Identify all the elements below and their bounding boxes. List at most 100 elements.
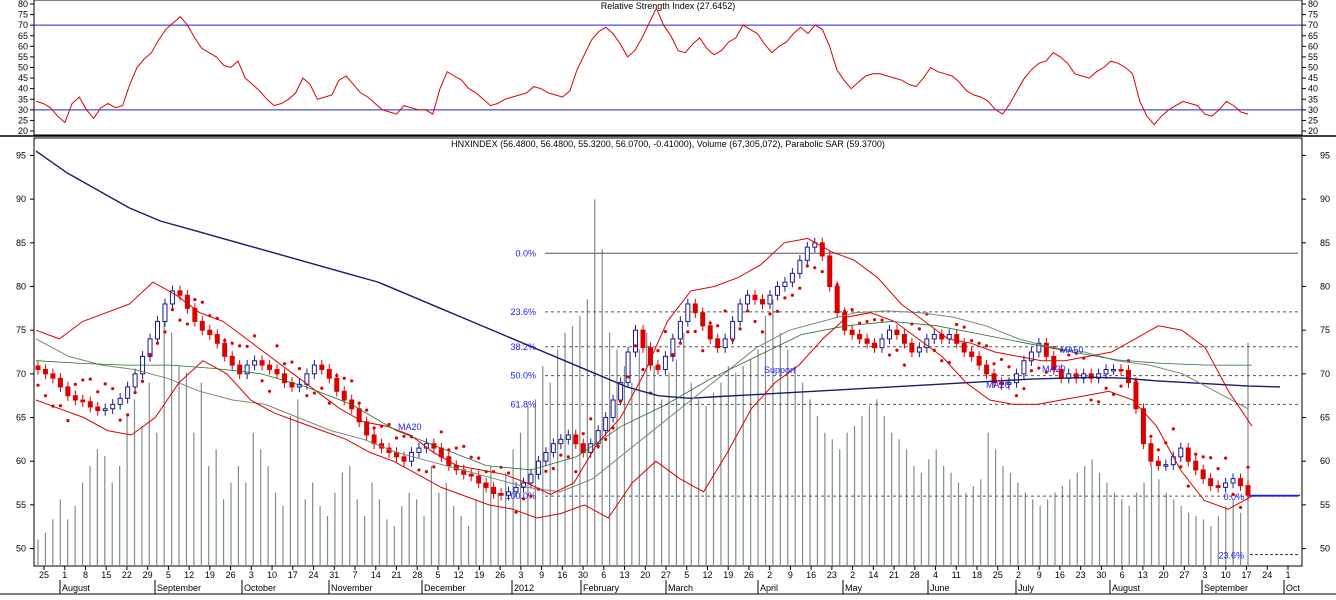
candle-body xyxy=(199,320,205,331)
parabolic-sar-dot xyxy=(193,297,197,302)
parabolic-sar-dot xyxy=(1209,456,1213,460)
chart-annotation: MA50 xyxy=(1060,345,1084,355)
rsi-right-tick-label: 65 xyxy=(1308,31,1318,41)
candle-body xyxy=(498,493,504,496)
price-right-tick-label: 75 xyxy=(1320,325,1330,335)
rsi-right-tick-label: 40 xyxy=(1308,84,1318,94)
month-label: February xyxy=(583,583,620,593)
parabolic-sar-dot xyxy=(671,353,675,357)
x-tick-label: 10 xyxy=(267,570,277,580)
parabolic-sar-dot xyxy=(357,401,361,405)
candle-body xyxy=(1170,456,1176,466)
x-tick-label: 9 xyxy=(788,570,793,580)
parabolic-sar-dot xyxy=(103,382,107,386)
candle-body xyxy=(1223,482,1229,488)
parabolic-sar-dot xyxy=(477,456,481,460)
candle-body xyxy=(35,365,41,370)
candle-body xyxy=(573,434,579,445)
parabolic-sar-dot xyxy=(760,330,765,334)
parabolic-sar-dot xyxy=(253,334,257,338)
parabolic-sar-dot xyxy=(73,382,77,386)
rsi-left-tick-label: 30 xyxy=(18,105,28,115)
x-tick-label: 21 xyxy=(889,570,899,580)
month-label: March xyxy=(668,583,693,593)
parabolic-sar-dot xyxy=(200,300,204,304)
parabolic-sar-dot xyxy=(716,324,720,328)
month-label: July xyxy=(1018,583,1035,593)
parabolic-sar-dot xyxy=(297,366,302,371)
parabolic-sar-dot xyxy=(633,344,638,348)
candle-body xyxy=(237,364,243,375)
fib-label: 100.0% xyxy=(505,491,536,501)
parabolic-sar-dot xyxy=(432,465,436,469)
chart-annotation: MA20 xyxy=(986,380,1010,390)
parabolic-sar-dot xyxy=(290,360,294,364)
price-right-tick-label: 50 xyxy=(1320,544,1330,554)
parabolic-sar-dot xyxy=(1029,369,1033,373)
parabolic-sar-dot xyxy=(514,510,518,514)
parabolic-sar-dot xyxy=(327,401,331,405)
parabolic-sar-dot xyxy=(439,430,443,434)
x-tick-label: 29 xyxy=(143,570,153,580)
fib-label: 23.6% xyxy=(510,307,536,317)
parabolic-sar-dot xyxy=(1201,455,1205,459)
candle-body xyxy=(774,285,780,296)
parabolic-sar-dot xyxy=(835,283,839,287)
candle-body xyxy=(229,355,235,366)
x-tick-label: 3 xyxy=(518,570,523,580)
rsi-right-tick-label: 80 xyxy=(1308,0,1318,9)
candle-body xyxy=(857,334,863,340)
x-tick-label: 16 xyxy=(557,570,567,580)
rsi-left-tick-label: 60 xyxy=(18,41,28,51)
price-left-tick-label: 90 xyxy=(16,194,26,204)
candle-body xyxy=(543,451,549,462)
parabolic-sar-dot xyxy=(970,339,974,343)
parabolic-sar-dot xyxy=(372,426,376,430)
parabolic-sar-dot xyxy=(282,362,287,366)
x-tick-label: 22 xyxy=(122,570,132,580)
candle-body xyxy=(528,473,534,484)
candle-body xyxy=(625,351,631,384)
x-tick-label: 8 xyxy=(83,570,88,580)
x-tick-label: 28 xyxy=(910,570,920,580)
parabolic-sar-dot xyxy=(342,376,346,380)
candle-body xyxy=(745,294,751,305)
price-left-tick-label: 70 xyxy=(16,369,26,379)
parabolic-sar-dot xyxy=(1149,434,1153,438)
candle-body xyxy=(804,246,810,261)
month-label: May xyxy=(845,583,863,593)
bollinger-upper xyxy=(35,237,1253,495)
candle-body xyxy=(192,307,198,322)
candle-body xyxy=(1215,485,1221,488)
x-tick-label: 5 xyxy=(166,570,171,580)
parabolic-sar-dot xyxy=(365,408,369,412)
x-tick-label: 5 xyxy=(435,570,440,580)
parabolic-sar-dot xyxy=(140,379,145,383)
parabolic-sar-dot xyxy=(111,387,115,391)
x-tick-label: 3 xyxy=(249,570,254,580)
candle-body xyxy=(1148,443,1154,462)
price-right-tick-label: 95 xyxy=(1320,150,1330,160)
parabolic-sar-dot xyxy=(424,470,428,474)
rsi-left-tick-label: 20 xyxy=(18,126,28,136)
parabolic-sar-dot xyxy=(566,455,570,459)
candle-body xyxy=(57,377,63,388)
price-left-tick-label: 60 xyxy=(16,456,26,466)
candle-body xyxy=(633,329,639,353)
x-tick-label: 2 xyxy=(850,570,855,580)
rsi-right-tick-label: 70 xyxy=(1308,20,1318,30)
candle-body xyxy=(117,397,123,405)
candle-body xyxy=(244,364,250,375)
x-tick-label: 30 xyxy=(578,570,588,580)
parabolic-sar-dot xyxy=(1194,452,1198,456)
parabolic-sar-dot xyxy=(267,389,272,393)
candle-body xyxy=(311,364,317,375)
parabolic-sar-dot xyxy=(999,357,1004,362)
parabolic-sar-dot xyxy=(738,327,742,331)
candle-body xyxy=(506,491,512,496)
rsi-left-tick-label: 80 xyxy=(18,0,28,9)
x-tick-label: 5 xyxy=(684,570,689,580)
parabolic-sar-dot xyxy=(663,329,668,334)
month-label: June xyxy=(930,583,950,593)
x-tick-label: 13 xyxy=(620,570,630,580)
